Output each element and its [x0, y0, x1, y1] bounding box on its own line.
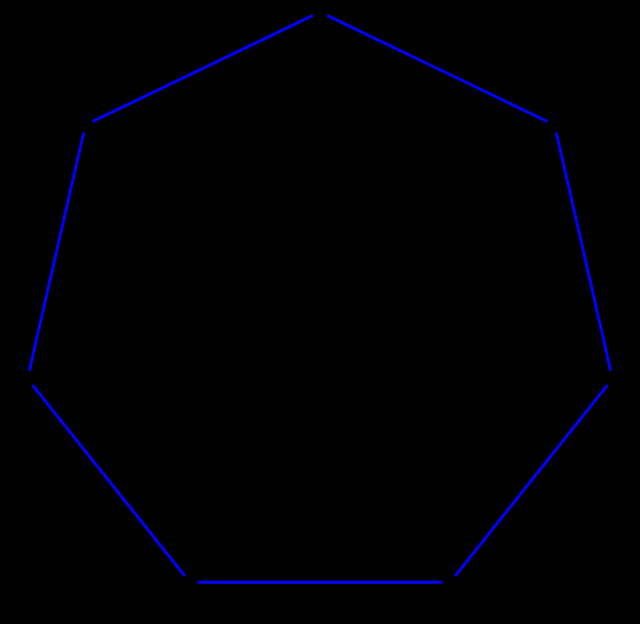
heptagon-edges [29, 15, 610, 582]
polygon-edge [33, 385, 185, 576]
polygon-edge [327, 15, 547, 121]
heptagon-diagram [0, 0, 640, 624]
polygon-edge [93, 15, 313, 121]
polygon-edge [556, 133, 610, 371]
polygon-edge [29, 133, 83, 371]
polygon-edge [455, 385, 607, 576]
